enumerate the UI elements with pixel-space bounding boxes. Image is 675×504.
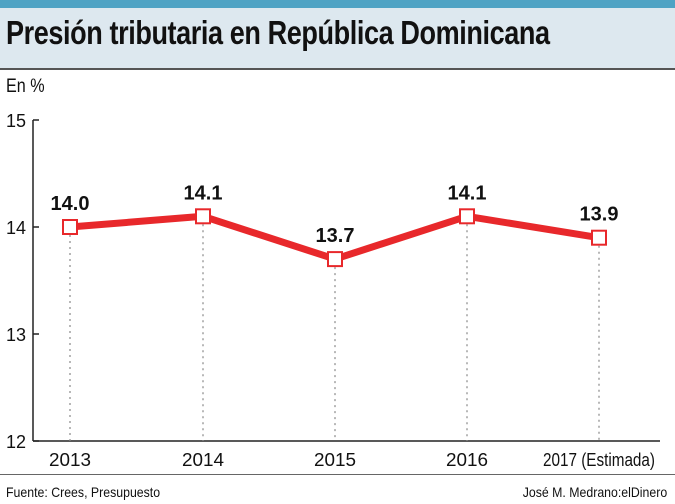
data-label: 14.1 (448, 182, 487, 204)
y-tick-label: 14 (6, 218, 26, 238)
credit-note: José M. Medrano:elDinero (522, 484, 667, 500)
y-tick-label: 13 (6, 325, 26, 345)
x-tick-label: 2016 (446, 450, 488, 470)
y-tick-label: 12 (6, 432, 26, 452)
source-note: Fuente: Crees, Presupuesto (6, 484, 161, 500)
title-divider (0, 68, 675, 70)
footer-divider (0, 474, 675, 475)
data-point (591, 229, 607, 246)
data-point (195, 208, 211, 225)
x-tick-label: 2015 (314, 450, 356, 470)
data-label: 14.1 (184, 182, 223, 204)
title-band (0, 8, 675, 68)
data-point (327, 251, 343, 268)
data-label: 13.7 (316, 225, 355, 247)
data-label: 13.9 (580, 204, 619, 226)
x-tick-label: 2017 (Estimada) (543, 450, 655, 470)
x-tick-label: 2014 (182, 450, 224, 470)
top-accent-bar (0, 0, 675, 8)
y-tick-label: 15 (6, 111, 26, 131)
chart-title: Presión tributaria en República Dominica… (6, 14, 550, 51)
data-point (62, 219, 78, 235)
data-label: 14.0 (51, 193, 90, 215)
y-axis-unit-label: En % (6, 76, 45, 97)
x-tick-label: 2013 (49, 450, 91, 470)
data-point (459, 208, 475, 225)
